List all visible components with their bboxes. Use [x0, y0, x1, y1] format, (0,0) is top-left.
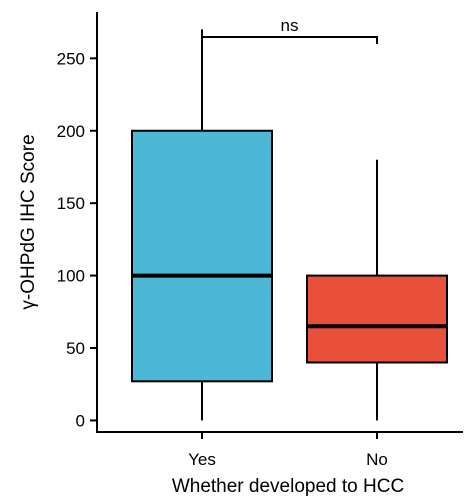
y-tick-label: 50	[66, 339, 85, 358]
x-tick-label: Yes	[188, 450, 216, 469]
y-axis-ticks: 0 50 100 150 200 250	[57, 49, 97, 430]
box-yes	[131, 29, 273, 421]
box-no	[306, 159, 448, 421]
y-tick-label: 0	[76, 411, 85, 430]
x-tick-label: No	[366, 450, 388, 469]
plot-area	[131, 29, 448, 421]
box-body	[306, 274, 448, 364]
x-axis-title: Whether developed to HCC	[172, 476, 404, 497]
y-tick-label: 250	[57, 49, 85, 68]
significance-label: ns	[281, 16, 299, 35]
x-axis-ticks: Yes No	[188, 432, 388, 469]
y-tick-label: 200	[57, 122, 85, 141]
bracket-line	[201, 36, 378, 44]
box-body	[131, 129, 273, 383]
y-tick-label: 150	[57, 194, 85, 213]
y-axis-title: γ-OHPdG IHC Score	[18, 134, 39, 309]
significance-bracket: ns	[201, 16, 378, 44]
y-tick-label: 100	[57, 267, 85, 286]
